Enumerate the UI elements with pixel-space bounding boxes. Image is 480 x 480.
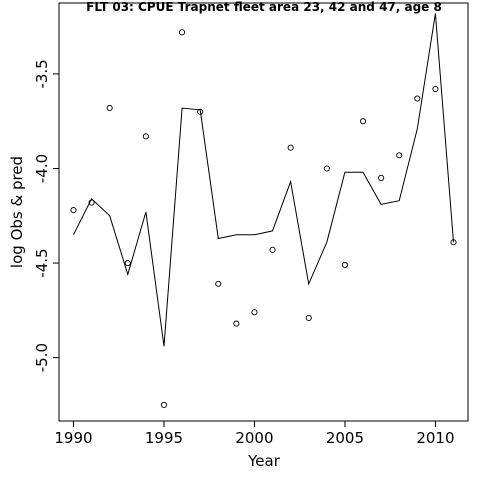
x-tick-label: 2000: [235, 429, 273, 447]
observed-point: [124, 260, 131, 267]
x-tick-label: 1995: [145, 429, 183, 447]
observed-point: [341, 261, 348, 269]
observed-point: [359, 118, 367, 125]
y-tick-label: -5.0: [33, 343, 51, 372]
x-axis: 1990 1995 2000 2005 2010: [54, 421, 455, 447]
observed-point: [179, 29, 186, 36]
observed-point: [305, 314, 312, 321]
y-axis-label: log Obs & pred: [8, 156, 26, 268]
observed-point: [70, 207, 77, 214]
y-tick-label: -4.5: [33, 248, 51, 277]
observed-point: [378, 174, 385, 182]
observed-point: [396, 152, 403, 159]
x-tick-label: 1990: [54, 429, 92, 447]
x-axis-label: Year: [247, 452, 281, 470]
observed-point: [450, 239, 457, 246]
predicted-line: [73, 13, 454, 347]
observed-point: [88, 199, 95, 206]
observed-point: [323, 165, 330, 172]
predicted-series: [73, 13, 454, 347]
observed-point: [251, 309, 258, 316]
x-tick-label: 2005: [326, 429, 364, 447]
observed-point: [287, 144, 294, 151]
observed-point: [269, 246, 276, 253]
observed-point: [215, 280, 222, 287]
observed-point: [106, 104, 113, 112]
observed-point: [233, 320, 240, 327]
observed-series: [70, 29, 457, 408]
chart-title: FLT 03: CPUE Trapnet fleet area 23, 42 a…: [86, 0, 442, 14]
observed-point: [160, 401, 168, 408]
observed-point: [414, 95, 421, 102]
y-tick-label: -3.5: [33, 59, 51, 88]
observed-point: [142, 133, 149, 140]
y-tick-label: -4.0: [33, 154, 51, 183]
plot-frame: [58, 2, 469, 422]
y-axis: -5.0 -4.5 -4.0 -3.5: [33, 59, 59, 372]
x-tick-label: 2010: [416, 429, 454, 447]
observed-point: [197, 108, 204, 115]
observed-point: [432, 86, 439, 93]
